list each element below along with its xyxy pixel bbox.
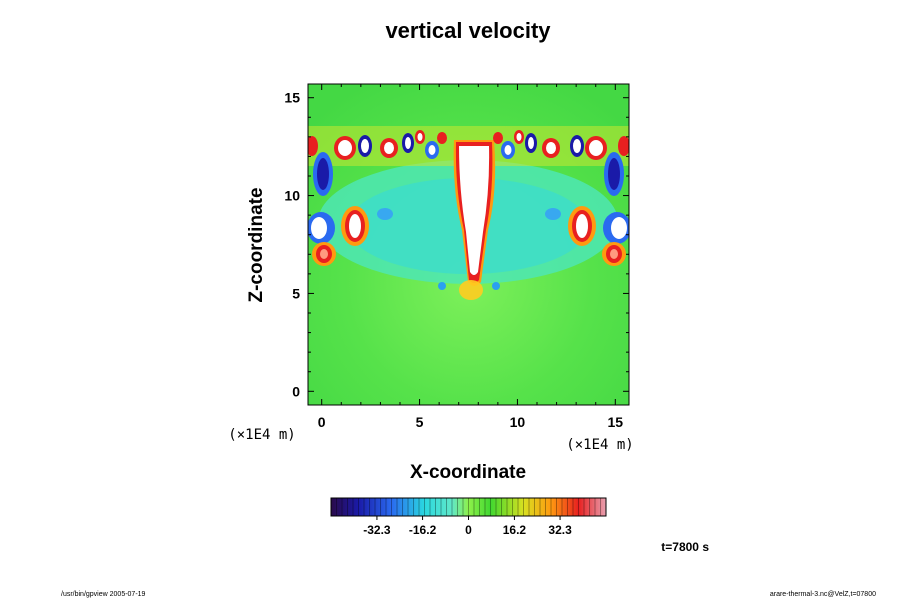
footer-right: arare-thermal-3.nc@VelZ,t=07800 <box>770 591 876 598</box>
heatmap-field <box>308 84 629 405</box>
y-axis-label: Z-coordinate <box>246 187 267 302</box>
updraft-cell <box>493 132 503 144</box>
y-tick-label: 15 <box>284 90 300 106</box>
colorbar-ticks: -32.3 -16.2 0 16.2 32.3 <box>363 516 572 537</box>
updraft-cell <box>308 136 318 156</box>
time-label: t=7800 s <box>661 540 709 554</box>
x-tick-label: 5 <box>416 414 424 430</box>
colorbar-divisions <box>336 498 601 516</box>
chart-title: vertical velocity <box>385 18 551 43</box>
field-blue-spot-small-left <box>438 282 446 290</box>
y-axis-ticks: 0 5 10 15 <box>284 90 629 399</box>
colorbar-tick-label: 32.3 <box>548 523 572 537</box>
field-blue-spot-right <box>545 208 561 220</box>
y-tick-label: 5 <box>292 285 300 301</box>
x-axis-ticks: 0 5 10 15 <box>318 84 623 430</box>
y-tick-label: 0 <box>292 383 300 399</box>
x-axis-label: X-coordinate <box>410 462 526 483</box>
updraft-cell <box>618 136 629 156</box>
x-tick-label: 10 <box>510 414 526 430</box>
x-tick-label: 15 <box>608 414 624 430</box>
colorbar-tick-label: 0 <box>465 523 472 537</box>
footer-left: /usr/bin/gpview 2005-07-19 <box>61 591 146 598</box>
x-tick-label: 0 <box>318 414 326 430</box>
field-blue-spot-left <box>377 208 393 220</box>
colorbar-tick-label: -16.2 <box>409 523 437 537</box>
field-blue-spot-small-right <box>492 282 500 290</box>
updraft-base <box>459 280 483 300</box>
colorbar-tick-label: 16.2 <box>503 523 527 537</box>
y-tick-label: 10 <box>284 188 300 204</box>
y-unit-label: (×1E4 m) <box>228 427 295 443</box>
colorbar-tick-label: -32.3 <box>363 523 391 537</box>
x-unit-label: (×1E4 m) <box>566 437 633 453</box>
updraft-cell <box>437 132 447 144</box>
plot-frame <box>307 83 630 406</box>
updraft-core <box>459 146 490 275</box>
